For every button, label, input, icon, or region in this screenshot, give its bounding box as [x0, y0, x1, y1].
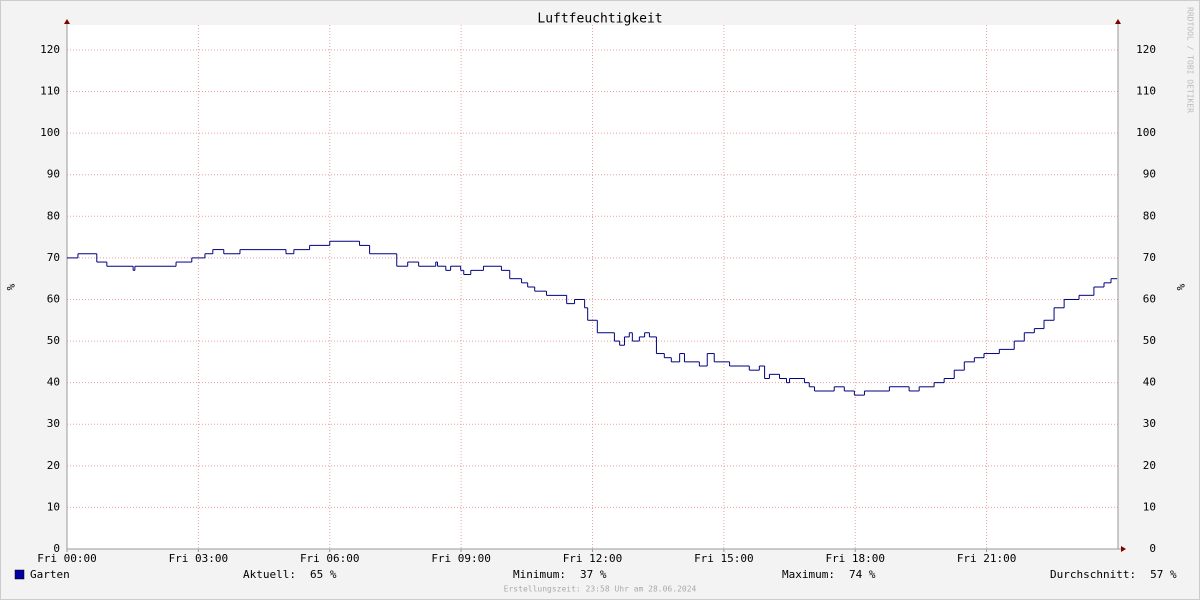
- stat-value: 74 %: [849, 568, 876, 581]
- y-tick-label: 110: [40, 85, 60, 98]
- y2-tick-label: 100: [1136, 126, 1156, 139]
- y-tick-label: 60: [47, 292, 60, 305]
- y-tick-label: 10: [47, 500, 60, 513]
- y-tick-label: 80: [47, 209, 60, 222]
- y-tick-label: 30: [47, 417, 60, 430]
- y2-tick-label: 20: [1143, 459, 1156, 472]
- y-tick-label: 20: [47, 459, 60, 472]
- y-tick-label: 0: [53, 542, 60, 555]
- y2-tick-label: 70: [1143, 251, 1156, 264]
- x-tick-label: Fri 21:00: [957, 552, 1017, 565]
- x-tick-label: Fri 15:00: [694, 552, 754, 565]
- stat-label: Durchschnitt:: [1050, 568, 1136, 581]
- y2-tick-label: 50: [1143, 334, 1156, 347]
- y2-tick-label: 120: [1136, 43, 1156, 56]
- stat-value: 57 %: [1150, 568, 1177, 581]
- stat-label: Minimum:: [513, 568, 566, 581]
- x-tick-label: Fri 09:00: [431, 552, 491, 565]
- y2-tick-label: 60: [1143, 292, 1156, 305]
- y-tick-label: 50: [47, 334, 60, 347]
- footer: Erstellungszeit: 23:58 Uhr am 28.06.2024: [504, 585, 697, 594]
- legend-label: Garten: [30, 568, 70, 581]
- y2-tick-label: 90: [1143, 168, 1156, 181]
- y2-axis-label: %: [1174, 284, 1187, 291]
- stat-value: 37 %: [580, 568, 607, 581]
- x-tick-label: Fri 03:00: [169, 552, 229, 565]
- axis-arrow: [64, 19, 70, 24]
- y-tick-label: 40: [47, 376, 60, 389]
- y2-tick-label: 80: [1143, 209, 1156, 222]
- y2-tick-label: 10: [1143, 500, 1156, 513]
- x-tick-label: Fri 00:00: [37, 552, 97, 565]
- y2-tick-label: 0: [1149, 542, 1156, 555]
- y2-tick-label: 110: [1136, 85, 1156, 98]
- stat-label: Maximum:: [782, 568, 835, 581]
- x-tick-label: Fri 18:00: [825, 552, 885, 565]
- y2-tick-label: 30: [1143, 417, 1156, 430]
- y-tick-label: 120: [40, 43, 60, 56]
- stat-value: 65 %: [310, 568, 337, 581]
- y2-tick-label: 40: [1143, 376, 1156, 389]
- y-tick-label: 70: [47, 251, 60, 264]
- y-tick-label: 90: [47, 168, 60, 181]
- chart-title: Luftfeuchtigkeit: [537, 12, 662, 27]
- legend-swatch: [14, 569, 25, 580]
- axis-arrow: [1115, 19, 1121, 24]
- y-tick-label: 100: [40, 126, 60, 139]
- x-tick-label: Fri 06:00: [300, 552, 360, 565]
- y-axis-label: %: [4, 284, 17, 291]
- watermark: RRDTOOL / TOBI OETIKER: [1186, 7, 1195, 113]
- x-tick-label: Fri 12:00: [563, 552, 623, 565]
- axis-arrow: [1121, 546, 1126, 552]
- stat-label: Aktuell:: [243, 568, 296, 581]
